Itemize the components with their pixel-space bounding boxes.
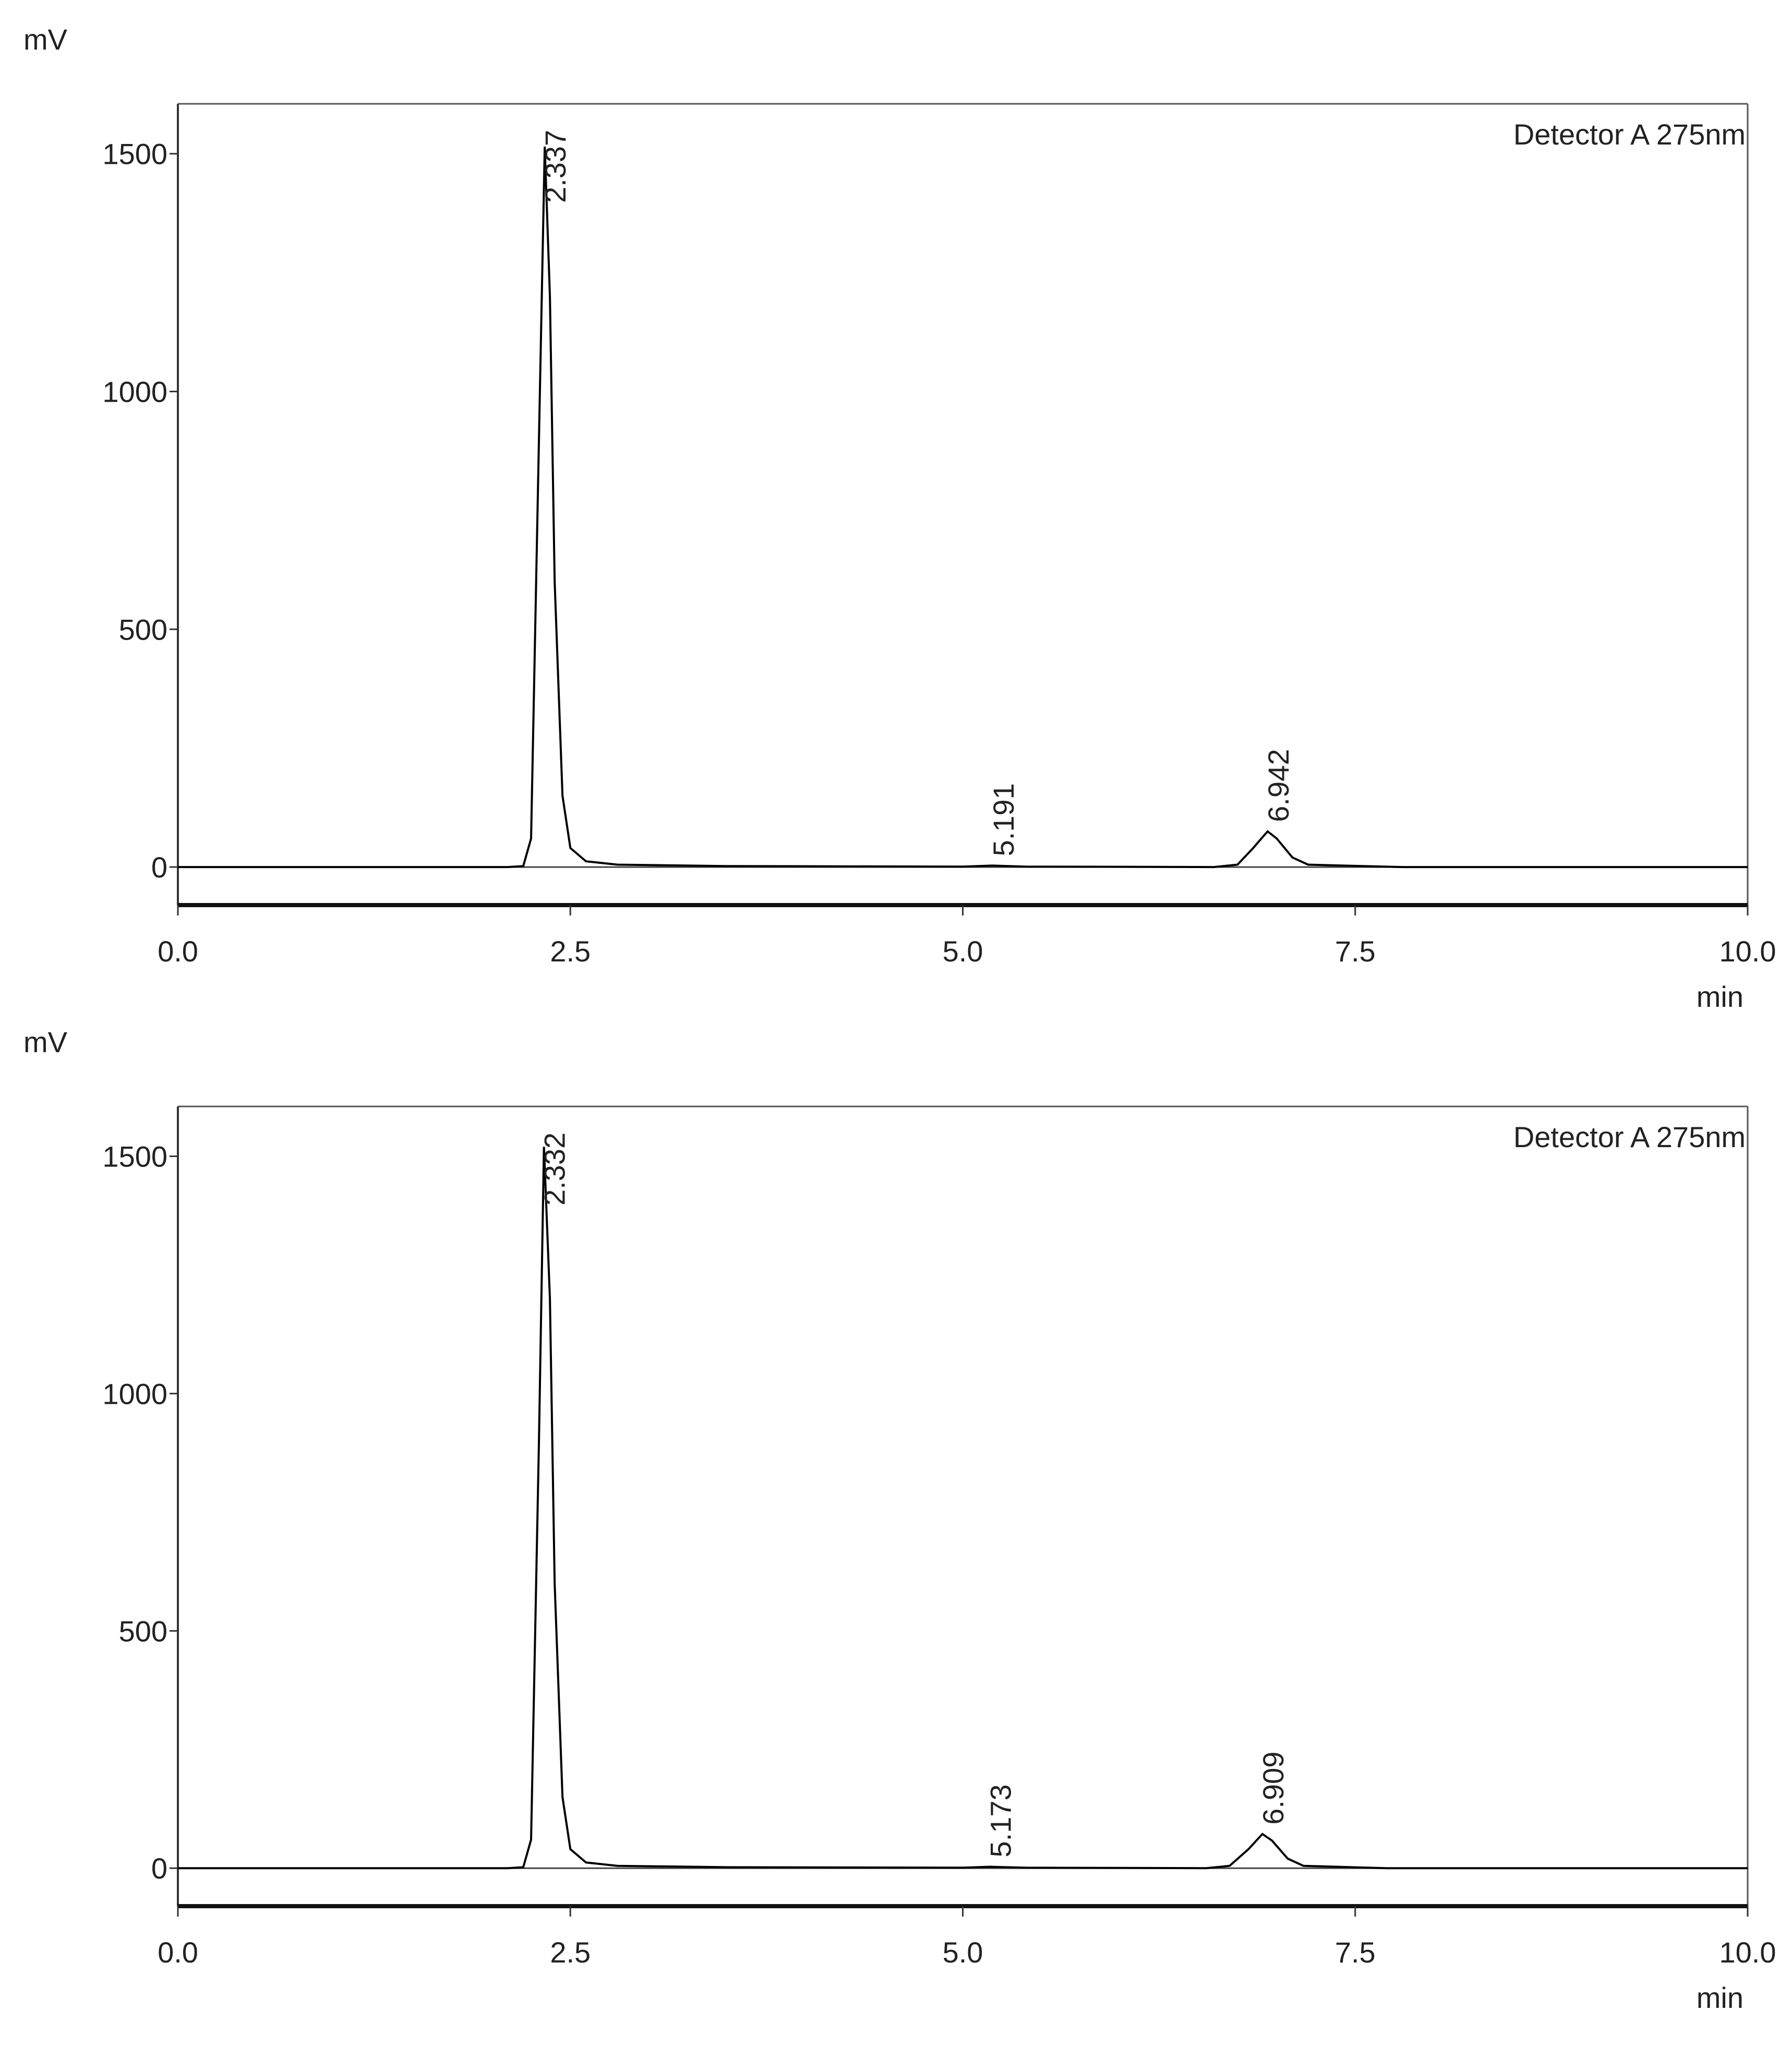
x-tick-label: 10.0 <box>1719 1936 1776 1969</box>
y-tick-label: 0 <box>151 1852 167 1885</box>
x-tick-label: 0.0 <box>158 935 198 968</box>
x-tick-label: 10.0 <box>1719 935 1776 968</box>
x-tick-label: 5.0 <box>943 1936 983 1969</box>
y-tick-label: 1000 <box>102 376 167 408</box>
y-tick-label: 0 <box>151 851 167 884</box>
y-tick-label: 1000 <box>102 1377 167 1410</box>
x-tick-label: 5.0 <box>943 935 983 968</box>
x-tick-label: 2.5 <box>550 1936 591 1969</box>
peak-label: 5.173 <box>984 1784 1017 1857</box>
annotation: Detector A 275nm <box>1513 1121 1746 1153</box>
peak-label: 2.332 <box>538 1133 571 1206</box>
peak-label: 6.942 <box>1262 749 1295 822</box>
chromatogram-line <box>178 1147 1748 1870</box>
x-axis-label: min <box>1697 1981 1743 2014</box>
chromatogram-line <box>178 146 1748 869</box>
x-tick-label: 7.5 <box>1335 1936 1376 1969</box>
x-tick-label: 0.0 <box>158 1936 198 1969</box>
peak-label: 6.909 <box>1257 1752 1290 1825</box>
y-tick-label: 500 <box>119 1615 167 1647</box>
x-axis-label: min <box>1697 980 1743 1013</box>
x-tick-label: 7.5 <box>1335 935 1376 968</box>
y-axis-label: mV <box>23 23 68 56</box>
y-tick-label: 500 <box>119 613 167 646</box>
y-tick-label: 1500 <box>102 1140 167 1173</box>
y-tick-label: 1500 <box>102 138 167 171</box>
peak-label: 2.337 <box>539 130 572 203</box>
y-axis-label: mV <box>23 1026 68 1058</box>
peak-label: 5.191 <box>987 783 1020 856</box>
annotation: Detector A 275nm <box>1513 118 1746 151</box>
x-tick-label: 2.5 <box>550 935 591 968</box>
